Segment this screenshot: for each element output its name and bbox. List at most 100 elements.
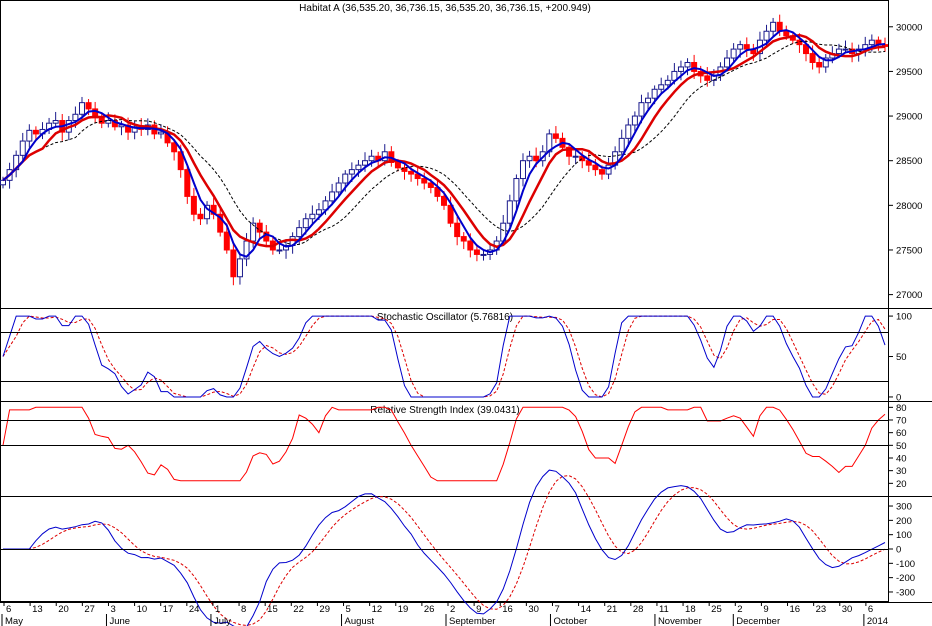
candle-body: [677, 66, 684, 72]
candle-body: [421, 178, 428, 184]
candle-body: [342, 173, 349, 184]
x-day-label: 27: [84, 604, 95, 615]
stochastic-lines: [2, 315, 886, 398]
candle-body: [809, 53, 816, 63]
price-candles: [0, 14, 888, 286]
x-day-label: 12: [372, 604, 383, 615]
candle-body: [519, 160, 526, 180]
candle-body: [184, 169, 191, 197]
x-day-label: 11: [659, 604, 669, 615]
candle-body: [26, 129, 33, 142]
candle-body: [822, 57, 829, 68]
candle-body: [401, 167, 408, 172]
x-axis: 6 13 20 27 3 10 17 24 1 8 15 22 29 5 12 19 26 2 9 16 30 7 14 21…: [1, 602, 888, 626]
candle-body: [157, 131, 164, 135]
candle-body: [533, 155, 540, 162]
x-day-label: 30: [528, 604, 539, 615]
candle-body: [447, 204, 454, 224]
y-tick-label: 60: [896, 428, 907, 439]
candle-body: [72, 113, 79, 122]
candle-body: [473, 249, 480, 255]
y-tick-label: 0: [896, 392, 901, 403]
candle-body: [684, 61, 691, 68]
candle-body: [664, 79, 671, 86]
price-title: Habitat A (36,535.20, 36,736.15, 36,535.…: [299, 3, 591, 14]
x-day-label: 18: [685, 604, 696, 615]
slow-moving-average: [2, 33, 886, 249]
y-tick-label: 28000: [896, 201, 922, 212]
candle-body: [651, 88, 658, 99]
long-moving-average: [2, 40, 886, 246]
candle-body: [816, 61, 823, 68]
y-tick-label: 40: [896, 454, 907, 465]
x-day-label: 9: [763, 604, 768, 615]
candle-body: [335, 182, 342, 193]
y-tick-label: -300: [896, 587, 915, 598]
candle-body: [223, 231, 230, 251]
x-day-label: 6: [868, 604, 873, 615]
rsi-panel: Relative Strength Index (39.0431) 20 3040…: [0, 403, 907, 490]
candle-body: [362, 160, 369, 166]
rsi-line: [2, 406, 886, 482]
candle-body: [743, 44, 750, 50]
y-tick-label: 100: [896, 530, 912, 541]
x-month-label: July: [214, 616, 231, 626]
candle-body: [190, 195, 197, 215]
y-tick-label: -200: [896, 573, 915, 584]
candle-body: [592, 164, 599, 171]
panel-frames: [0, 0, 932, 603]
candle-body: [171, 142, 178, 153]
candle-body: [85, 102, 92, 110]
candle-body: [763, 30, 770, 41]
y-tick-label: 20: [896, 479, 907, 490]
candle-body: [0, 179, 6, 186]
candle-body: [217, 213, 224, 233]
candle-body: [98, 117, 105, 124]
x-day-label: 7: [554, 604, 559, 615]
rsi-title: Relative Strength Index (39.0431): [370, 405, 520, 416]
candle-body: [783, 30, 790, 37]
x-day-label: 1: [215, 604, 220, 615]
outer-frame: [0, 0, 889, 602]
y-tick-label: -100: [896, 559, 915, 570]
x-day-label: 9: [476, 604, 481, 615]
y-tick-label: 27500: [896, 245, 922, 256]
candle-body: [618, 137, 625, 153]
x-day-label: 2: [737, 604, 742, 615]
x-month-label: June: [109, 616, 130, 626]
candle-body: [638, 102, 645, 117]
x-month-label: September: [449, 616, 495, 626]
candle-body: [526, 155, 533, 162]
candle-body: [315, 209, 322, 215]
candle-body: [118, 124, 125, 128]
stochastic-signal-line: [2, 315, 886, 398]
y-tick-label: 30000: [896, 22, 922, 33]
oscillator-axis-ticks: -300 -200 -100 0 100 200 300: [0, 502, 915, 598]
stochastic-title: Stochastic Oscillator (5.76816): [377, 312, 513, 323]
stochastic-axis-ticks: 0 50 100: [0, 312, 912, 403]
candle-body: [105, 120, 112, 124]
candle-body: [355, 164, 362, 171]
x-day-label: 6: [6, 604, 11, 615]
y-tick-label: 29500: [896, 67, 922, 78]
rsi-lines: [2, 406, 886, 482]
y-tick-label: 100: [896, 312, 912, 323]
candle-body: [427, 182, 434, 188]
candle-body: [868, 39, 875, 46]
y-tick-label: 50: [896, 441, 907, 452]
x-day-label: 22: [293, 604, 304, 615]
oscillator-signal-line: [3, 475, 886, 626]
x-day-label: 5: [346, 604, 351, 615]
x-month-label: December: [736, 616, 780, 626]
candle-body: [454, 222, 461, 238]
candle-body: [408, 170, 415, 175]
candle-body: [204, 204, 211, 220]
x-day-label: 28: [633, 604, 644, 615]
x-day-label: 19: [398, 604, 409, 615]
candle-body: [230, 249, 237, 278]
x-day-label: 29: [319, 604, 330, 615]
candle-body: [842, 48, 849, 51]
x-day-label: 10: [137, 604, 148, 615]
x-day-label: 20: [58, 604, 69, 615]
price-moving-averages: [2, 29, 886, 258]
